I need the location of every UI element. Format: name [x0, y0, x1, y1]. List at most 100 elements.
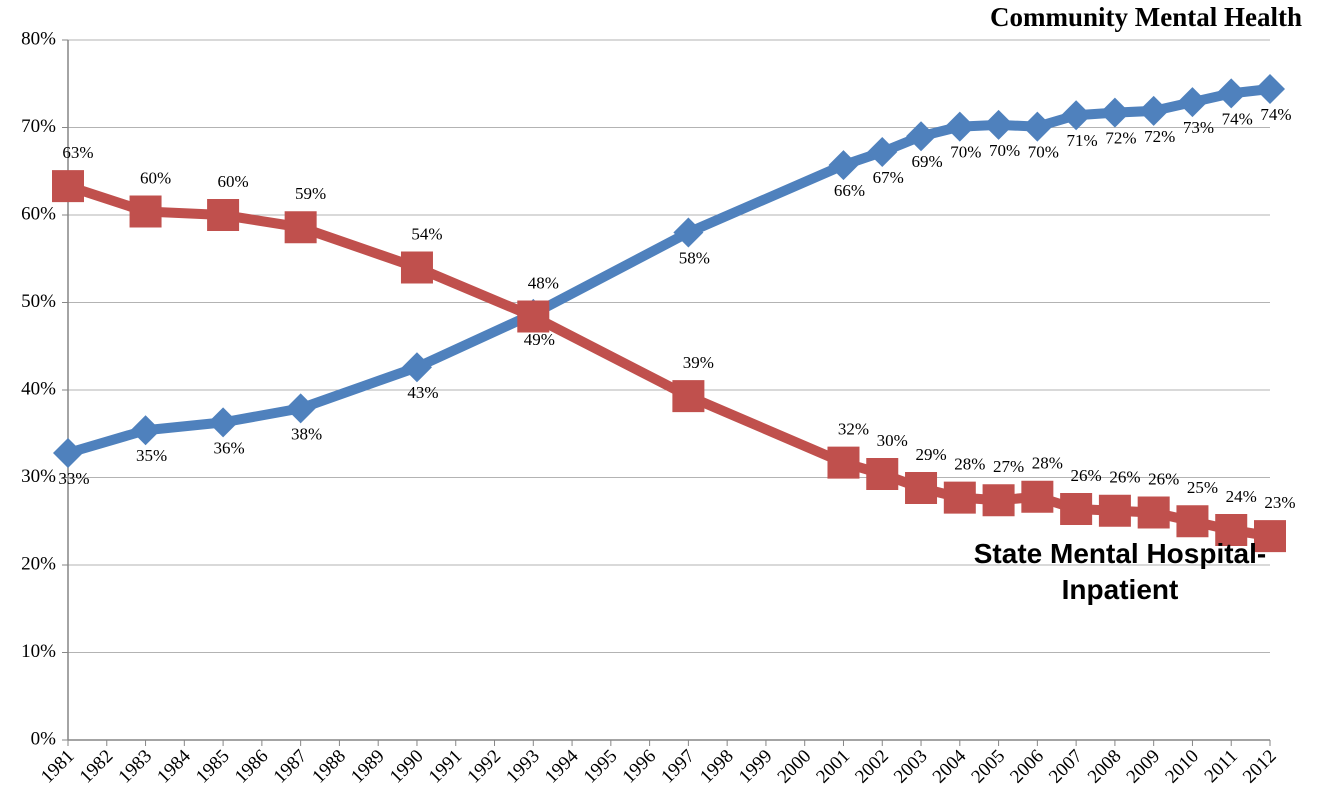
marker — [906, 121, 937, 152]
marker — [1177, 87, 1208, 118]
x-tick-label: 1988 — [308, 746, 350, 788]
data-label: 26% — [1109, 468, 1140, 487]
data-label: 26% — [1071, 466, 1102, 485]
marker — [828, 150, 859, 181]
data-label: 29% — [915, 445, 946, 464]
marker — [517, 300, 550, 333]
data-label: 70% — [1028, 143, 1059, 162]
data-label: 28% — [954, 455, 985, 474]
y-tick-label: 50% — [21, 291, 56, 312]
data-label: 72% — [1144, 127, 1175, 146]
marker — [1099, 97, 1130, 128]
x-tick-label: 1983 — [114, 746, 156, 788]
y-tick-label: 40% — [21, 378, 56, 399]
marker — [944, 111, 975, 142]
y-tick-label: 10% — [21, 641, 56, 662]
marker — [943, 481, 976, 514]
data-label: 43% — [407, 383, 438, 402]
data-label: 36% — [214, 438, 245, 457]
data-label: 63% — [62, 143, 93, 162]
x-tick-label: 1990 — [386, 746, 428, 788]
data-label: 70% — [950, 143, 981, 162]
marker — [285, 393, 316, 424]
data-label: 24% — [1226, 487, 1257, 506]
y-tick-label: 30% — [21, 466, 56, 487]
marker — [982, 484, 1015, 517]
x-tick-label: 1986 — [231, 746, 273, 788]
x-tick-label: 1997 — [657, 746, 699, 788]
data-label: 48% — [528, 273, 559, 292]
x-tick-label: 1996 — [619, 746, 661, 788]
data-label: 23% — [1264, 493, 1295, 512]
marker — [284, 211, 317, 244]
data-label: 39% — [683, 353, 714, 372]
marker — [1138, 95, 1169, 126]
data-label: 74% — [1260, 105, 1291, 124]
y-tick-label: 80% — [21, 28, 56, 49]
x-tick-label: 2009 — [1123, 746, 1165, 788]
x-tick-label: 1992 — [463, 746, 505, 788]
x-tick-label: 2007 — [1045, 746, 1087, 788]
y-tick-label: 60% — [21, 203, 56, 224]
data-label: 58% — [679, 248, 710, 267]
x-tick-label: 2000 — [774, 746, 816, 788]
x-tick-label: 1998 — [696, 746, 738, 788]
marker — [1254, 520, 1286, 553]
marker — [672, 380, 705, 413]
marker — [1215, 514, 1248, 546]
x-tick-label: 1982 — [76, 746, 118, 788]
x-tick-label: 1999 — [735, 746, 777, 788]
data-label: 72% — [1105, 129, 1136, 148]
marker — [1021, 480, 1054, 513]
data-label: 71% — [1067, 131, 1098, 150]
series-label: State Mental Hospital-Inpatient — [973, 538, 1267, 605]
x-tick-label: 1994 — [541, 745, 583, 787]
marker — [673, 217, 704, 248]
x-tick-label: 1995 — [580, 746, 622, 788]
x-tick-label: 2004 — [929, 745, 971, 787]
data-label: 49% — [524, 330, 555, 349]
x-tick-label: 2006 — [1006, 746, 1048, 788]
data-label: 66% — [834, 181, 865, 200]
x-tick-label: 2011 — [1201, 746, 1242, 787]
data-label: 30% — [877, 431, 908, 450]
x-tick-label: 1981 — [37, 746, 79, 788]
data-label: 60% — [218, 172, 249, 191]
x-tick-label: 1993 — [502, 746, 544, 788]
x-tick-label: 2001 — [812, 746, 854, 788]
x-tick-label: 1984 — [153, 745, 195, 787]
marker — [52, 170, 84, 203]
y-tick-label: 70% — [21, 116, 56, 137]
marker — [1061, 100, 1092, 131]
data-label: 27% — [993, 457, 1024, 476]
data-label: 69% — [911, 152, 942, 171]
x-tick-label: 2008 — [1084, 746, 1126, 788]
data-label: 32% — [838, 420, 869, 439]
marker — [129, 195, 162, 228]
data-label: 54% — [411, 224, 442, 243]
data-label: 25% — [1187, 478, 1218, 497]
y-tick-label: 0% — [31, 728, 57, 749]
x-tick-label: 2010 — [1161, 746, 1203, 788]
marker — [867, 137, 898, 167]
marker — [207, 199, 240, 231]
marker — [208, 407, 239, 438]
marker — [1060, 493, 1093, 525]
marker — [1216, 78, 1247, 109]
marker — [401, 352, 432, 383]
data-label: 70% — [989, 141, 1020, 160]
marker — [983, 109, 1014, 140]
x-tick-label: 1987 — [270, 746, 312, 788]
x-tick-label: 2003 — [890, 746, 932, 788]
data-label: 28% — [1032, 454, 1063, 473]
x-tick-label: 2005 — [967, 746, 1009, 788]
marker — [1098, 494, 1131, 527]
x-tick-label: 2002 — [851, 746, 893, 788]
series-label: Community Mental Health — [990, 2, 1302, 32]
marker — [53, 438, 83, 468]
data-label: 26% — [1148, 469, 1179, 488]
data-label: 60% — [140, 168, 171, 187]
x-tick-label: 2012 — [1239, 746, 1281, 788]
marker — [130, 415, 161, 446]
